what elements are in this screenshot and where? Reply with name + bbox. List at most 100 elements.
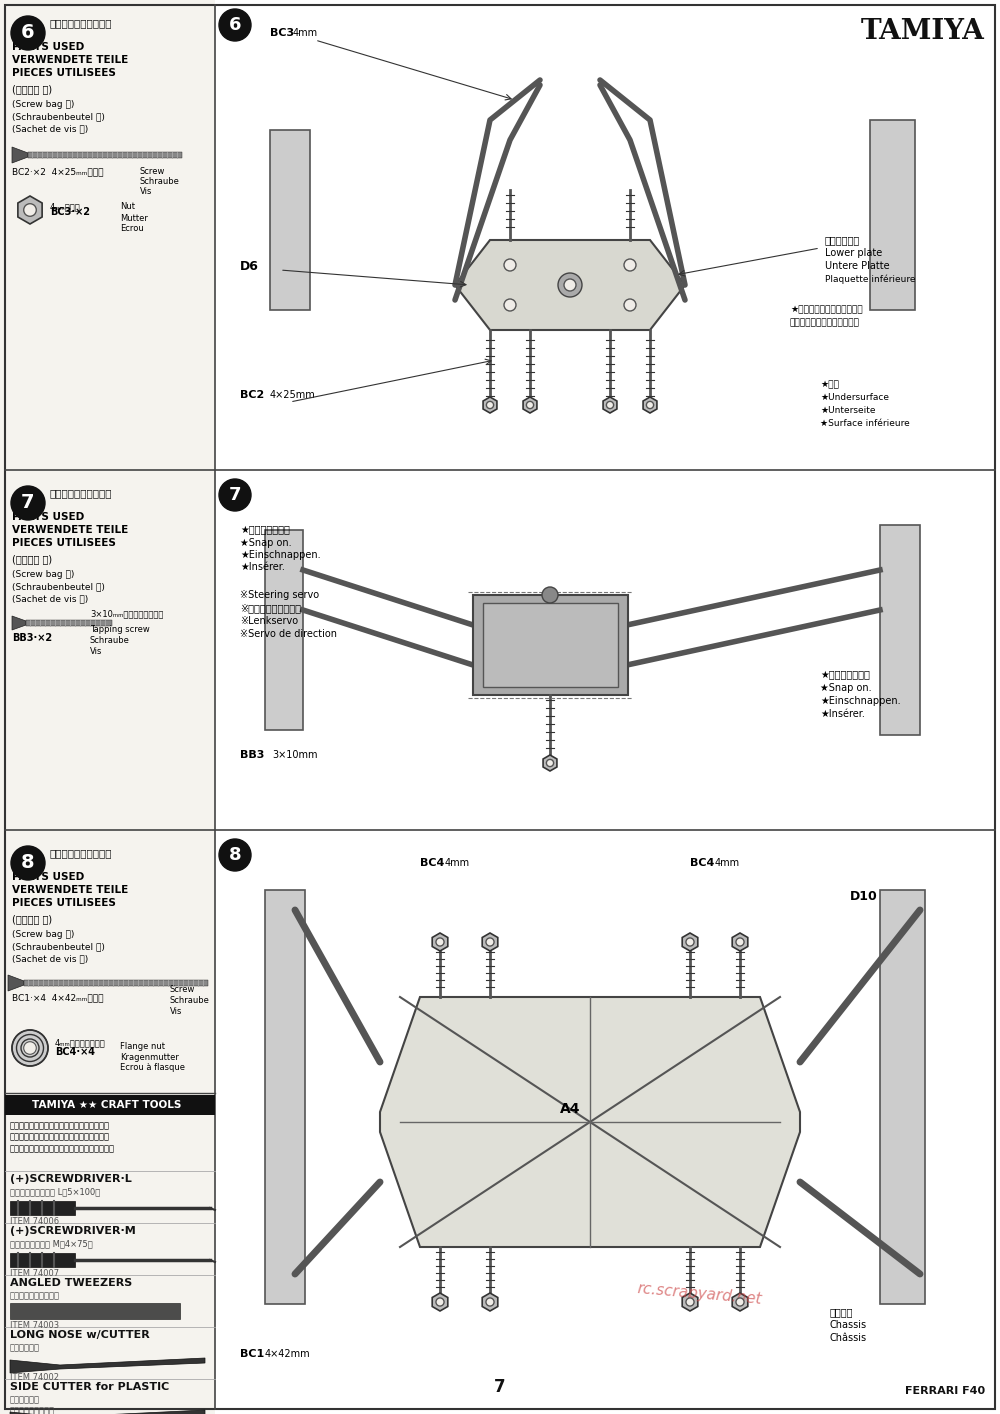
Circle shape — [12, 1029, 48, 1066]
Circle shape — [564, 279, 576, 291]
Bar — [870, 120, 915, 310]
Text: (Sachet de vis Ⓒ): (Sachet de vis Ⓒ) — [12, 124, 88, 133]
Circle shape — [526, 402, 534, 409]
Text: 6: 6 — [21, 24, 35, 42]
Text: ★下側: ★下側 — [820, 380, 839, 389]
Text: Vis: Vis — [170, 1007, 182, 1017]
Polygon shape — [603, 397, 617, 413]
Text: D10: D10 — [850, 889, 878, 904]
Text: ITEM 74003: ITEM 74003 — [10, 1321, 59, 1331]
Bar — [215, 0, 1000, 1414]
Text: Kragenmutter: Kragenmutter — [120, 1053, 179, 1062]
Text: LONG NOSE w∕CUTTER: LONG NOSE w∕CUTTER — [10, 1331, 150, 1340]
Text: (Schraubenbeutel Ⓒ): (Schraubenbeutel Ⓒ) — [12, 112, 105, 122]
Text: VERWENDETE TEILE: VERWENDETE TEILE — [12, 55, 128, 65]
Text: Flange nut: Flange nut — [120, 1042, 165, 1051]
Text: ★Insérer.: ★Insérer. — [240, 561, 285, 573]
Text: ★Einschnappen.: ★Einschnappen. — [240, 550, 321, 560]
Polygon shape — [10, 1357, 205, 1373]
Polygon shape — [732, 1292, 748, 1311]
Text: PIECES UTILISEES: PIECES UTILISEES — [12, 898, 116, 908]
Text: BC3·×2: BC3·×2 — [50, 206, 90, 216]
Text: 8: 8 — [21, 854, 35, 872]
Text: シャーシ: シャーシ — [830, 1307, 854, 1316]
Bar — [26, 619, 112, 626]
Text: 4×25mm: 4×25mm — [270, 390, 316, 400]
Text: ※Servo de direction: ※Servo de direction — [240, 629, 337, 639]
Text: Schraube: Schraube — [170, 995, 210, 1005]
Bar — [5, 1094, 215, 1116]
Text: BC1: BC1 — [240, 1349, 264, 1359]
Polygon shape — [10, 1410, 205, 1414]
Text: Vis: Vis — [90, 648, 102, 656]
Text: してある面を下側にします。: してある面を下側にします。 — [790, 318, 860, 327]
Text: (+)SCREWDRIVER·M: (+)SCREWDRIVER·M — [10, 1226, 136, 1236]
Text: Nut: Nut — [120, 202, 135, 211]
Text: PARTS USED: PARTS USED — [12, 872, 84, 882]
Text: 8: 8 — [229, 846, 241, 864]
Text: PARTS USED: PARTS USED — [12, 42, 84, 52]
Text: 7: 7 — [494, 1379, 506, 1396]
Circle shape — [219, 8, 251, 41]
Text: PARTS USED: PARTS USED — [12, 512, 84, 522]
Circle shape — [546, 759, 554, 766]
Text: ★Einschnappen.: ★Einschnappen. — [820, 696, 901, 706]
Text: Mutter: Mutter — [120, 214, 148, 223]
Text: 4ₘₘナット: 4ₘₘナット — [50, 202, 81, 211]
Text: (Screw bag Ⓒ): (Screw bag Ⓒ) — [12, 100, 74, 109]
Text: ★Insérer.: ★Insérer. — [820, 708, 865, 718]
Text: 3×10ₘₘ皿タッピングビス: 3×10ₘₘ皿タッピングビス — [90, 609, 163, 618]
Text: ※Lenkservo: ※Lenkservo — [240, 617, 298, 626]
Text: ★Unterseite: ★Unterseite — [820, 406, 876, 414]
Circle shape — [24, 204, 36, 216]
Bar — [483, 602, 618, 687]
Polygon shape — [483, 397, 497, 413]
Text: Vis: Vis — [140, 187, 152, 197]
Text: rc.scrapyard.net: rc.scrapyard.net — [637, 1281, 763, 1307]
Circle shape — [436, 1298, 444, 1307]
Bar — [28, 151, 182, 158]
Text: 4mm: 4mm — [445, 858, 470, 868]
Circle shape — [219, 479, 251, 510]
Circle shape — [624, 298, 636, 311]
Text: ラジオペンチ: ラジオペンチ — [10, 1343, 40, 1352]
Circle shape — [486, 1298, 494, 1307]
Text: BB3·×2: BB3·×2 — [12, 633, 52, 643]
Text: BC4: BC4 — [690, 858, 714, 868]
Text: ITEM 74002: ITEM 74002 — [10, 1373, 59, 1381]
Text: TAMIYA: TAMIYA — [861, 18, 985, 45]
Text: (ビス袋詌 Ⓑ): (ビス袋詌 Ⓑ) — [12, 554, 52, 564]
Circle shape — [542, 587, 558, 602]
Text: プラスドライバー M（4×75）: プラスドライバー M（4×75） — [10, 1239, 93, 1249]
Text: BC4·×4: BC4·×4 — [55, 1046, 95, 1058]
Bar — [10, 1200, 75, 1215]
Text: プラスドライバー・ L（5×100）: プラスドライバー・ L（5×100） — [10, 1186, 100, 1196]
Polygon shape — [12, 617, 26, 631]
Bar — [10, 1302, 180, 1319]
Text: 良い工具選びは操作つくりのための第一歩。
をめざすモデラーにふさわしいタミヤクラフ
ル。耕久性も高く、使いやすい高品質な工具。: 良い工具選びは操作つくりのための第一歩。 をめざすモデラーにふさわしいタミヤクラ… — [10, 1121, 115, 1154]
Text: Lower plate: Lower plate — [825, 247, 882, 257]
Text: 《使用する小物金具》: 《使用する小物金具》 — [50, 18, 112, 28]
Text: ★Snap on.: ★Snap on. — [240, 537, 292, 549]
Circle shape — [11, 16, 45, 49]
Polygon shape — [543, 755, 557, 771]
Text: 《使用する小物金具》: 《使用する小物金具》 — [50, 848, 112, 858]
Polygon shape — [482, 1292, 498, 1311]
Text: 6: 6 — [229, 16, 241, 34]
Text: SIDE CUTTER for PLASTIC: SIDE CUTTER for PLASTIC — [10, 1381, 169, 1391]
Text: Chassis: Chassis — [830, 1321, 867, 1331]
Circle shape — [736, 937, 744, 946]
Bar — [880, 525, 920, 735]
Circle shape — [606, 402, 614, 409]
Text: ★Surface inférieure: ★Surface inférieure — [820, 419, 910, 428]
Circle shape — [736, 1298, 744, 1307]
Text: (Screw bag Ⓒ): (Screw bag Ⓒ) — [12, 930, 74, 939]
Polygon shape — [643, 397, 657, 413]
Text: ツル曲がりピンセット: ツル曲がりピンセット — [10, 1291, 60, 1299]
Text: Tapping screw: Tapping screw — [90, 625, 150, 633]
Text: ITEM 74007: ITEM 74007 — [10, 1268, 59, 1278]
Text: (Schraubenbeutel Ⓒ): (Schraubenbeutel Ⓒ) — [12, 942, 105, 952]
Text: BC1·×4  4×42ₘₘ皿ビス: BC1·×4 4×42ₘₘ皿ビス — [12, 993, 104, 1003]
Text: (ビス袋詌 Ⓒ): (ビス袋詌 Ⓒ) — [12, 913, 52, 923]
Polygon shape — [432, 1292, 448, 1311]
